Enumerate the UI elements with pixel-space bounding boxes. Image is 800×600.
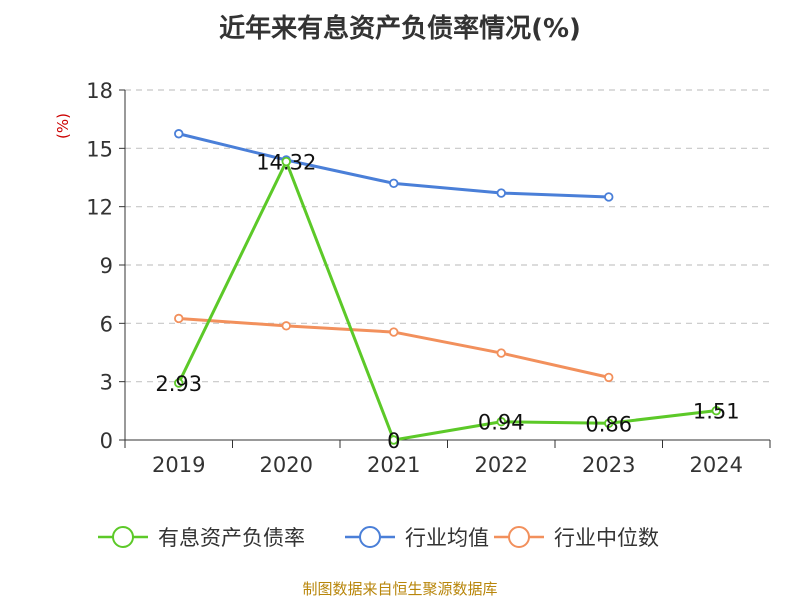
legend-item[interactable]: 有息资产负债率: [98, 526, 305, 550]
data-point: [281, 156, 291, 167]
data-point: [604, 372, 614, 383]
data-point: [604, 418, 614, 428]
y-tick-label: 3: [100, 371, 113, 395]
axes: 0 3 6 9 12 15 18 2019 2020 2021 2022 2023 2024: [86, 79, 771, 477]
data-point: [496, 188, 506, 198]
data-label: 2.93: [155, 372, 202, 396]
y-axis-label: (%): [54, 113, 72, 139]
x-tick-label: 2021: [367, 453, 420, 477]
x-tick-label: 2020: [260, 453, 313, 477]
data-source: 制图数据来自恒生聚源数据库: [302, 580, 498, 598]
data-point: [389, 178, 399, 189]
data-point: [281, 321, 291, 331]
data-point: [174, 129, 184, 139]
x-tick-label: 2023: [582, 453, 635, 477]
x-tick-label: 2019: [152, 453, 205, 477]
chart-title: 近年来有息资产负债率情况(%): [219, 14, 581, 44]
y-tick-label: 6: [100, 312, 113, 336]
legend[interactable]: 有息资产负债率 行业均值 行业中位数: [98, 526, 659, 550]
data-point: [496, 348, 506, 358]
data-label: 1.51: [693, 400, 740, 424]
legend-marker: [508, 526, 530, 548]
series-lines: [174, 129, 721, 445]
x-tick-label: 2024: [690, 453, 743, 477]
data-label: 14.32: [256, 151, 316, 175]
data-point: [711, 405, 721, 416]
data-labels: 2.93 14.32 0 0.94 0.86 1.51: [155, 151, 739, 453]
legend-label: 有息资产负债率: [158, 526, 305, 550]
x-tick-label: 2022: [475, 453, 528, 477]
data-label: 0.94: [478, 411, 525, 435]
series-line: [178, 316, 610, 379]
y-tick-label: 9: [100, 254, 113, 278]
data-point: [389, 435, 399, 445]
data-point: [496, 417, 506, 427]
y-tick-label: 0: [100, 429, 113, 453]
data-label: 0.86: [585, 412, 632, 436]
legend-marker: [359, 526, 381, 548]
y-tick-label: 15: [86, 137, 113, 161]
data-point: [174, 313, 184, 324]
y-tick-label: 12: [86, 196, 113, 220]
data-point: [174, 378, 184, 388]
data-point: [389, 327, 399, 337]
data-label: 0: [387, 429, 400, 453]
y-tick-label: 18: [86, 79, 113, 103]
legend-marker: [112, 526, 134, 548]
series-line: [177, 160, 717, 442]
legend-label: 行业中位数: [554, 526, 659, 550]
legend-item[interactable]: 行业中位数: [494, 526, 659, 550]
legend-item[interactable]: 行业均值: [345, 526, 489, 550]
grid-lines: [125, 89, 770, 383]
data-point: [604, 192, 614, 202]
legend-label: 行业均值: [405, 526, 489, 550]
